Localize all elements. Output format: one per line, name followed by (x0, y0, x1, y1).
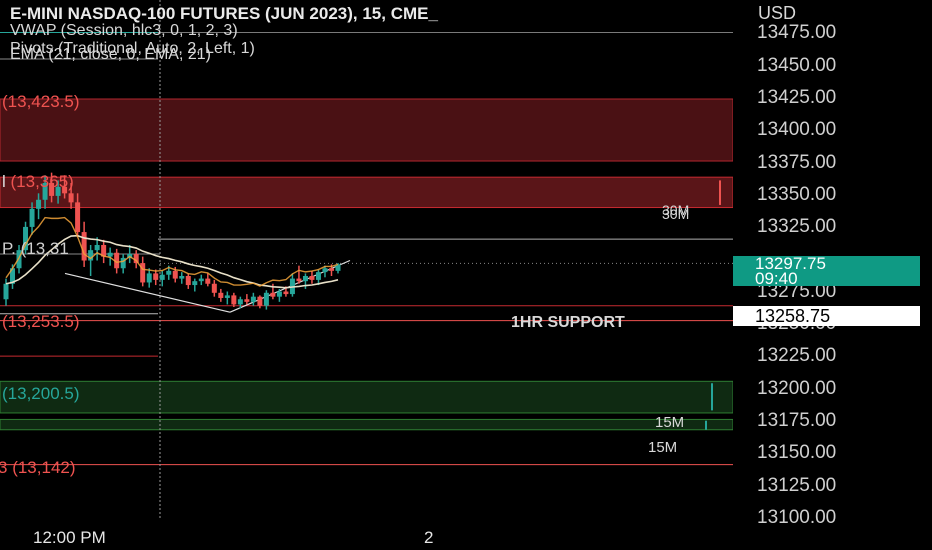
support-annotation[interactable]: 1HR SUPPORT (511, 314, 625, 331)
pivot-s3-label: 3 (13,142) (0, 458, 76, 477)
candle-body (166, 270, 172, 275)
vwap-indicator-label[interactable]: VWAP (Session, hlc3, 0, 1, 2, 3) (10, 22, 238, 39)
support-price-badge: 13258.75 (733, 306, 920, 326)
candle-body (250, 296, 256, 302)
zone-30m-label[interactable]: 30M (662, 202, 690, 218)
candle-body (263, 292, 269, 306)
price-tick-label: 13350.00 (757, 183, 837, 205)
candle-body (81, 232, 87, 261)
candle-body (88, 250, 94, 261)
candle-body (237, 299, 243, 305)
candle-body (3, 283, 9, 300)
candle-body (198, 278, 204, 282)
candle-body (283, 291, 289, 295)
price-tick-label: 13225.00 (757, 345, 837, 367)
ema-indicator-label[interactable]: EMA (21, close, 0, EMA, 21) (10, 46, 211, 63)
candle-body (23, 226, 29, 251)
vwap-line (5, 216, 339, 287)
candle-body (302, 276, 308, 282)
candle-body (335, 264, 341, 271)
candle-body (179, 276, 185, 279)
candle-body (309, 276, 315, 280)
candle-body (296, 278, 302, 282)
candle-body (224, 295, 230, 298)
support-zone-15m (0, 380, 734, 414)
pivots-indicator-label[interactable]: Pivots (Traditional, Auto, 2, Left, 1) (10, 40, 255, 57)
candle-body (159, 274, 165, 280)
bar-countdown: 09:40 (755, 269, 798, 288)
candle-body (218, 292, 224, 298)
pivot-s1-label: (13,253.5) (2, 312, 80, 331)
candle-body (270, 292, 276, 297)
candle-body (107, 252, 113, 257)
price-tick-label: 13200.00 (757, 377, 837, 399)
time-axis-background (0, 520, 733, 550)
candle-body (36, 199, 42, 209)
candle-body (328, 268, 334, 271)
resistance-zone-30m (0, 98, 734, 162)
candle-body (120, 257, 126, 269)
candle-body (42, 182, 48, 200)
candle-body (94, 244, 100, 251)
pivot-s2-label: (13,200.5) (2, 384, 80, 403)
candle-body (62, 186, 68, 194)
resistance-zone-1h (0, 176, 734, 209)
pivot-r2-label: l (13,365) (2, 172, 74, 191)
candle-body (315, 272, 321, 280)
currency-label[interactable]: USD (758, 3, 797, 23)
time-label-day: 2 (424, 528, 434, 547)
candle-body (322, 268, 328, 273)
candle-body (68, 193, 74, 203)
candle-body (153, 273, 159, 280)
price-tick-label: 13150.00 (757, 442, 837, 464)
candle-body (211, 283, 217, 293)
price-tick-label: 13175.00 (757, 410, 837, 431)
candle-body (101, 244, 107, 257)
candle-body (29, 208, 35, 227)
candle-body (75, 202, 81, 233)
candle-body (133, 254, 139, 264)
price-tick-label: 13375.00 (757, 151, 837, 173)
candle-body (55, 186, 61, 196)
trendline-lower (64, 272, 231, 313)
price-tick-label: 13400.00 (757, 119, 837, 141)
price-tick-label: 13100.00 (757, 506, 837, 528)
zone-15m-label-2[interactable]: 15M (648, 439, 678, 456)
support-zone-15m-2 (0, 418, 734, 431)
candle-body (244, 299, 250, 302)
candle-body (140, 263, 146, 283)
price-tick-label: 13125.00 (757, 474, 837, 496)
price-tick-label: 13450.00 (757, 54, 837, 76)
candle-body (146, 273, 152, 283)
zone-15m-label[interactable]: 15M (655, 414, 685, 431)
candle-body (192, 281, 198, 286)
price-tick-label: 13475.00 (757, 22, 837, 44)
candle-body (185, 276, 191, 286)
zone-30m-label-2[interactable]: 30M (662, 206, 690, 222)
ema-line (5, 234, 339, 289)
current-price: 13297.75 (755, 254, 826, 273)
candle-body (172, 270, 178, 279)
candle-body (257, 296, 263, 306)
price-tick-label: 13275.00 (757, 280, 837, 302)
price-tick-label: 13425.00 (757, 87, 837, 108)
candle-body (231, 295, 237, 305)
time-label-noon: 12:00 PM (33, 528, 106, 547)
candle-body (10, 268, 16, 284)
candle-body (276, 291, 282, 297)
candle-body (205, 278, 211, 284)
candle-body (49, 182, 55, 196)
price-tick-label: 13325.00 (757, 216, 837, 238)
current-price-badge: 13297.75 09:40 (733, 254, 920, 288)
candle-body (114, 252, 120, 269)
pivot-p-label: P. (13,31 (2, 239, 69, 258)
pivot-r1-label: (13,423.5) (2, 92, 80, 111)
symbol-title[interactable]: E-MINI NASDAQ-100 FUTURES (JUN 2023), 15… (10, 4, 438, 23)
